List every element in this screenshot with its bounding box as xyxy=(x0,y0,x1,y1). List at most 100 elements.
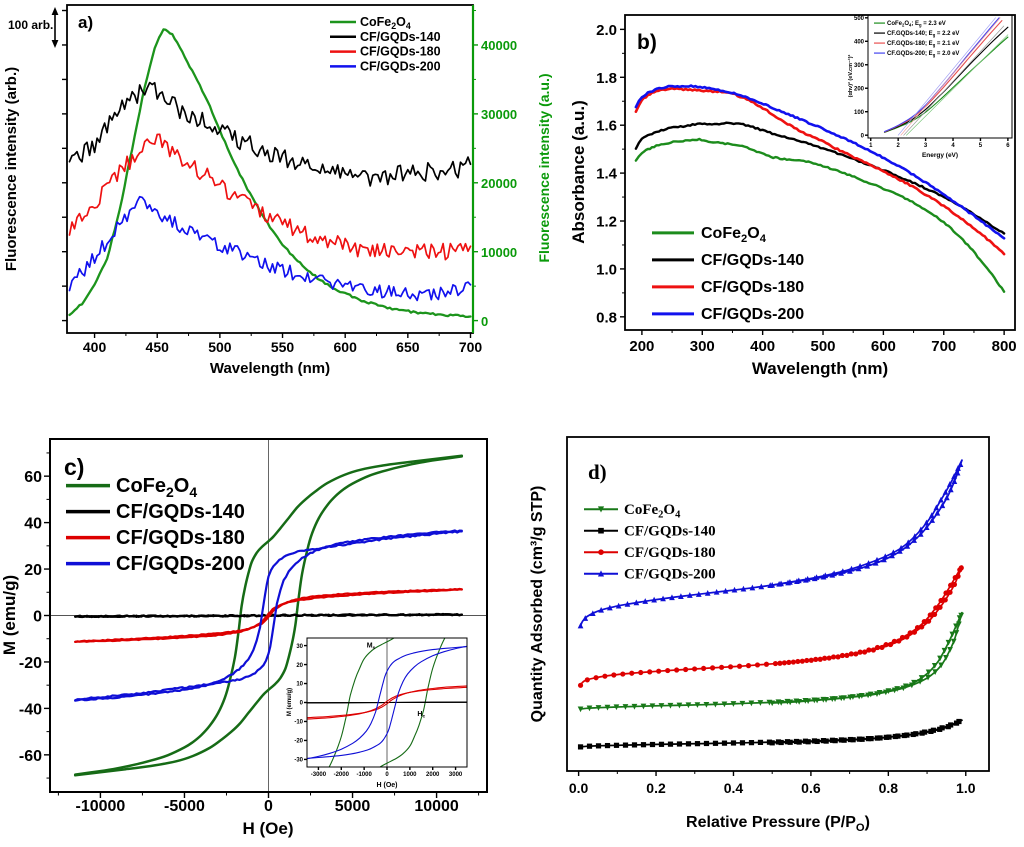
x-tick-label: 500 xyxy=(811,338,836,355)
marker-triangle-down xyxy=(739,700,746,707)
x-tick-label: 0.8 xyxy=(879,780,899,796)
marker-square xyxy=(712,740,719,746)
marker-triangle-up xyxy=(704,590,711,596)
x-axis-label: Energy (eV) xyxy=(922,152,958,159)
marker-triangle-up xyxy=(597,570,605,577)
y-axis-label: (αhν)² (eV.cm⁻¹)² xyxy=(847,54,854,97)
marker-square xyxy=(895,733,901,739)
panel-c_inset: -3000 -2000 -1000 0 1000 2000 3000 -30 -20 -10 0 10… xyxy=(287,637,468,789)
legend-item: CoFe2O4; Eg = 2.3 eV xyxy=(874,21,946,27)
marker-triangle-up xyxy=(839,568,846,574)
plot-frame xyxy=(566,436,990,772)
marker-triangle-down xyxy=(748,700,755,707)
marker-triangle-up xyxy=(898,544,904,551)
legend-item-label: CF/GQDs-140 xyxy=(116,501,245,523)
legend-item-label: CoFe2O4 xyxy=(116,475,197,500)
marker-circle xyxy=(839,652,846,659)
marker-circle xyxy=(620,671,626,677)
marker-square xyxy=(832,738,838,744)
x-tick-label: 5 xyxy=(979,143,983,149)
x-tick-label: 800 xyxy=(992,338,1017,355)
x-tick-label: 650 xyxy=(396,339,420,355)
marker-triangle-up xyxy=(577,622,584,629)
marker-triangle-down xyxy=(832,696,838,702)
x-tick-label: 1 xyxy=(869,143,873,149)
series-CF/GQDs-200 xyxy=(68,195,472,302)
marker-triangle-up xyxy=(896,548,903,554)
marker-triangle-down xyxy=(814,697,820,704)
x-tick-label: 700 xyxy=(931,338,956,355)
series-CF/GQDs-180 xyxy=(634,87,1006,256)
marker-triangle-down xyxy=(613,704,620,711)
marker-triangle-up xyxy=(722,587,729,594)
marker-triangle-up xyxy=(606,604,613,611)
marker-circle xyxy=(938,597,944,604)
marker-triangle-up xyxy=(951,473,957,479)
x-tick-label: 1.0 xyxy=(956,780,976,796)
marker-circle xyxy=(943,590,949,596)
scalebar-text: 100 arb. xyxy=(8,18,53,32)
marker-triangle-up xyxy=(874,556,880,563)
x-axis-label: Wavelength (nm) xyxy=(210,360,330,377)
x-tick-label: 0.6 xyxy=(801,780,821,796)
plot-frame xyxy=(867,14,1013,139)
x-axis-label: Wavelength (nm) xyxy=(752,359,888,378)
x-tick-label: 1000 xyxy=(403,772,417,778)
marker-circle xyxy=(795,658,801,665)
marker-triangle-up xyxy=(598,606,605,613)
marker-square xyxy=(769,740,775,746)
marker-triangle-down xyxy=(885,688,892,694)
panel-b_inset: 1 2 3 4 5 6 0 100 200 300 400 500 Energy (eV) (αhν)² … xyxy=(847,14,1013,159)
panel-letter: c) xyxy=(64,454,84,480)
marker-circle xyxy=(674,667,680,673)
marker-triangle-up xyxy=(686,592,693,598)
marker-circle xyxy=(656,668,662,674)
marker-triangle-up xyxy=(917,526,924,533)
marker-triangle-down xyxy=(918,675,925,681)
legend-item: CF/GQDs-140 xyxy=(652,252,804,269)
marker-triangle-up xyxy=(624,601,631,607)
scalebar-annotation: 100 arb. xyxy=(8,7,59,48)
marker-square xyxy=(577,744,584,750)
marker-circle xyxy=(772,660,779,667)
y-axis-label-right: Fluorescence intensity (a.u.) xyxy=(536,73,552,262)
marker-triangle-up xyxy=(872,559,879,566)
panel-letter: a) xyxy=(78,13,93,32)
marker-triangle-down xyxy=(667,702,674,709)
x-tick-label: 500 xyxy=(208,339,232,355)
marker-circle xyxy=(754,662,761,668)
marker-circle xyxy=(665,667,671,674)
marker-circle xyxy=(931,611,938,618)
marker-square xyxy=(739,740,746,746)
marker-circle xyxy=(804,657,810,664)
marker-circle xyxy=(638,669,644,676)
series-CF/GQDs-180-branch2 xyxy=(74,587,463,643)
marker-circle xyxy=(874,644,881,651)
marker-triangle-up xyxy=(905,539,912,546)
y-tick-label: 0 xyxy=(300,701,304,707)
marker-square xyxy=(640,742,647,748)
marker-triangle-up xyxy=(678,593,684,599)
marker-triangle-up xyxy=(857,563,863,569)
y-tick-label: 30000 xyxy=(481,107,517,122)
marker-square xyxy=(930,727,937,733)
marker-triangle-up xyxy=(934,509,941,516)
series-CF/GQDs-200-branch2 xyxy=(307,645,467,760)
marker-circle xyxy=(736,663,743,669)
marker-square xyxy=(613,742,620,748)
marker-square xyxy=(694,741,701,747)
marker-triangle-up xyxy=(822,572,829,579)
marker-circle xyxy=(891,638,898,644)
series-group xyxy=(307,638,467,767)
marker-circle xyxy=(683,666,689,673)
marker-triangle-down xyxy=(796,698,803,705)
legend-item: CF/GQDs-180 xyxy=(330,45,441,59)
marker-circle xyxy=(813,656,819,662)
y-tick-label: 0 xyxy=(481,314,488,329)
marker-triangle-up xyxy=(929,517,936,523)
series-tangent-200 xyxy=(897,17,996,136)
marker-triangle-down xyxy=(925,669,932,676)
marker-triangle-up xyxy=(881,556,887,563)
